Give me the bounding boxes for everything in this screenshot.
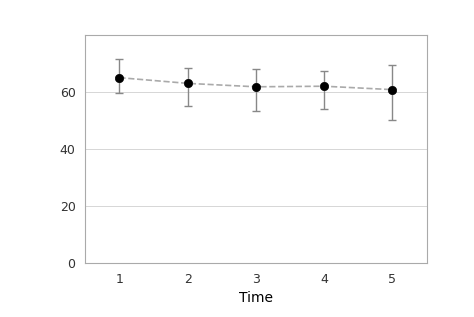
X-axis label: Time: Time [239,291,273,305]
Point [116,75,123,80]
Point [389,87,396,92]
Point [252,84,260,89]
Point [320,84,328,89]
Point [184,81,191,86]
